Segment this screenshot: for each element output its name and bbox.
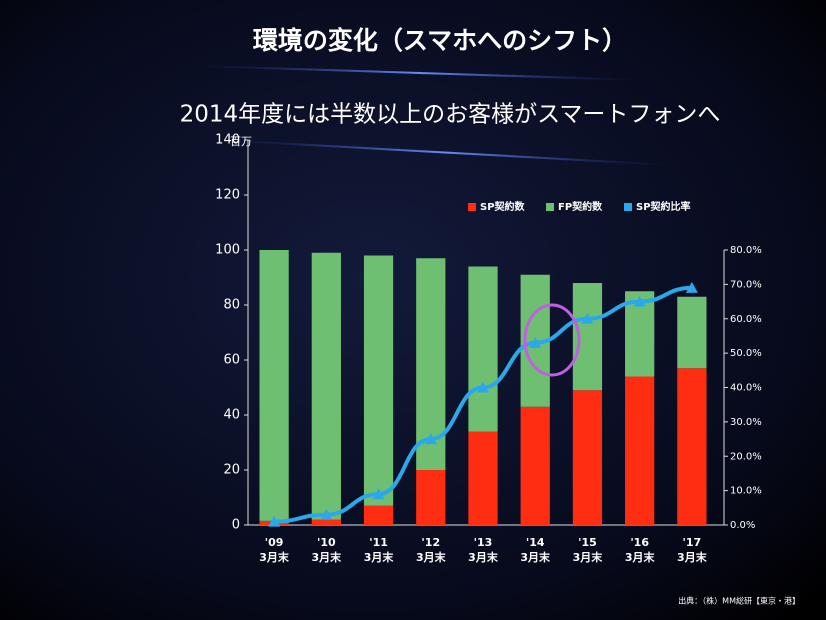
y2-tick-label: 60.0% (730, 314, 762, 325)
legend-swatch (624, 203, 632, 211)
y2-tick-label: 20.0% (730, 451, 762, 462)
y2-tick-label: 70.0% (730, 279, 762, 290)
line-marker (685, 281, 698, 293)
subtitle-rule (219, 139, 671, 166)
y-tick-label: 140 (215, 133, 240, 148)
line-marker (372, 488, 385, 500)
x-tick-label: 3月末 (520, 550, 551, 564)
legend-swatch (546, 203, 554, 211)
line-marker (581, 312, 594, 324)
legend-label: FP契約数 (558, 200, 603, 213)
title-rule (199, 65, 641, 81)
legend-swatch (468, 203, 476, 211)
bar (677, 368, 707, 525)
highlight-circle (523, 303, 581, 377)
x-tick-label: '17 (683, 536, 702, 549)
line-marker (268, 515, 281, 527)
y2-tick-label: 50.0% (730, 348, 762, 359)
y2-tick-label: 10.0% (730, 486, 762, 497)
legend-label: SP契約比率 (636, 200, 691, 213)
y-tick-label: 100 (215, 243, 240, 258)
title: 環境の変化（スマホへのシフト） (253, 26, 627, 55)
x-tick-label: 3月末 (677, 550, 708, 564)
y-tick-label: 0 (232, 518, 240, 533)
y2-tick-label: 80.0% (730, 245, 762, 256)
x-tick-label: 3月末 (573, 550, 604, 564)
x-tick-label: 3月末 (625, 550, 656, 564)
y2-tick-label: 40.0% (730, 383, 762, 394)
x-tick-label: '13 (474, 536, 493, 549)
line-marker (529, 336, 542, 348)
x-tick-label: 3月末 (416, 550, 447, 564)
bar (468, 266, 498, 432)
bar (572, 390, 603, 525)
x-tick-label: 3月末 (468, 550, 499, 564)
x-tick-label: 3月末 (364, 550, 395, 564)
line-marker (477, 381, 489, 393)
x-tick-label: '09 (265, 536, 284, 549)
x-tick-label: '11 (369, 536, 388, 549)
bar (572, 283, 603, 391)
bar (416, 470, 446, 525)
y-tick-label: 40 (223, 408, 240, 423)
bar (520, 406, 550, 525)
x-tick-label: 3月末 (259, 550, 290, 564)
bar (625, 376, 655, 525)
x-tick-label: '16 (630, 536, 649, 549)
y2-tick-label: 0.0% (730, 520, 755, 531)
y-tick-label: 120 (215, 188, 240, 203)
x-tick-label: '14 (526, 536, 545, 549)
y-tick-label: 20 (223, 463, 240, 478)
y-tick-label: 80 (223, 298, 240, 313)
bar (468, 431, 498, 525)
y-unit: 百万 (230, 135, 252, 148)
bar (311, 519, 341, 525)
plot: 0 20 40 60 80 100 120 140 0.0% 10.0% 20.0% 30.0% 40.… (215, 133, 762, 565)
y-tick-label: 60 (223, 353, 240, 368)
bar (363, 255, 394, 506)
x-tick-label: '10 (317, 536, 336, 549)
line-marker (633, 295, 646, 307)
y2-tick-label: 30.0% (730, 417, 762, 428)
subtitle: 2014年度には半数以上のお客様がスマートフォンへ (180, 102, 721, 128)
bar (677, 296, 707, 369)
legend-label: SP契約数 (480, 200, 526, 213)
x-tick-label: 3月末 (312, 550, 343, 564)
bar (259, 250, 289, 521)
line-marker (424, 433, 437, 445)
bar (363, 505, 394, 525)
source: 出典：（株）MM総研【東京・港】 (678, 596, 800, 606)
x-tick-label: '15 (578, 536, 597, 549)
bar (311, 252, 341, 520)
line-marker (320, 508, 333, 520)
x-tick-label: '12 (421, 536, 440, 549)
